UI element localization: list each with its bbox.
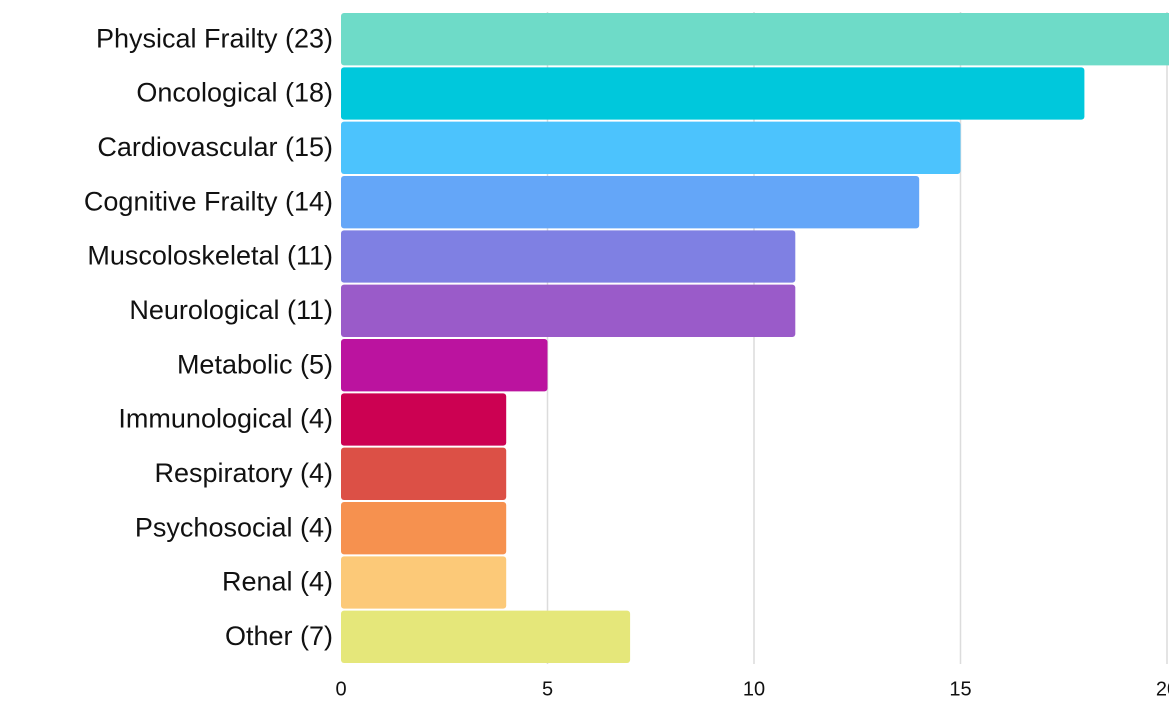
bar <box>341 67 1085 120</box>
x-tick-label: 15 <box>949 678 971 700</box>
labels: 0 5 10 15 20 Physical Frailty (23) Oncological… <box>84 23 1169 700</box>
category-label: Muscoloskeletal (11) <box>87 241 333 271</box>
category-label: Psychosocial (4) <box>135 512 333 542</box>
category-label: Neurological (11) <box>129 295 333 325</box>
category-label: Other (7) <box>225 621 333 651</box>
bar <box>341 610 631 663</box>
x-tick-label: 0 <box>335 678 346 700</box>
bar <box>341 176 920 229</box>
category-label: Metabolic (5) <box>177 349 333 379</box>
bar <box>341 339 548 392</box>
bar <box>341 230 796 283</box>
x-tick-label: 10 <box>743 678 765 700</box>
category-label: Cardiovascular (15) <box>97 132 333 162</box>
bar <box>341 284 796 337</box>
x-tick-label: 20 <box>1156 678 1169 700</box>
category-label: Physical Frailty (23) <box>96 23 333 53</box>
bar <box>341 447 507 500</box>
bars <box>341 13 1169 663</box>
category-label: Immunological (4) <box>118 404 333 434</box>
category-label: Oncological (18) <box>136 78 333 108</box>
bar <box>341 556 507 609</box>
bar <box>341 13 1169 66</box>
bar <box>341 121 961 174</box>
bar <box>341 502 507 555</box>
category-label: Respiratory (4) <box>154 458 333 488</box>
grid <box>546 12 1168 664</box>
category-label: Cognitive Frailty (14) <box>84 186 333 216</box>
x-tick-label: 5 <box>542 678 553 700</box>
category-label: Renal (4) <box>222 567 333 597</box>
bar <box>341 393 507 446</box>
